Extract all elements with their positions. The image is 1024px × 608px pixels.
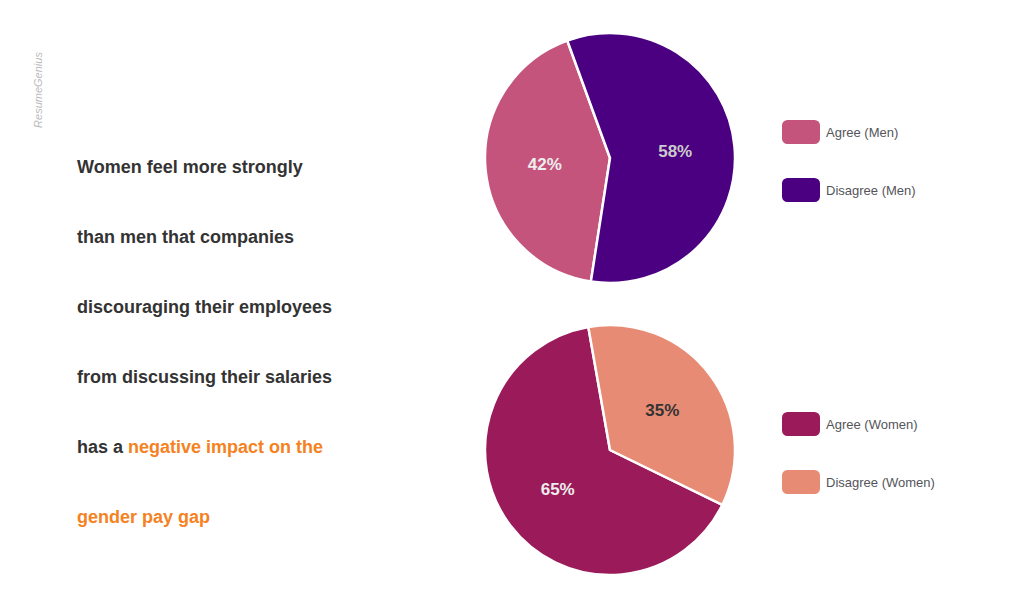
svg-text:has a: has a (77, 437, 128, 457)
svg-text:58%: 58% (658, 142, 692, 161)
svg-text:ResumeGenius: ResumeGenius (32, 52, 44, 128)
svg-text:Agree (Women): Agree (Women) (826, 417, 918, 432)
svg-text:35%: 35% (645, 401, 679, 420)
svg-text:Disagree (Women): Disagree (Women) (826, 475, 935, 490)
svg-text:Women feel more strongly: Women feel more strongly (77, 157, 303, 177)
svg-text:discouraging their employees: discouraging their employees (77, 297, 332, 317)
svg-text:than men that companies: than men that companies (77, 227, 294, 247)
svg-text:from discussing their salaries: from discussing their salaries (77, 367, 332, 387)
svg-text:65%: 65% (541, 480, 575, 499)
svg-text:Agree (Men): Agree (Men) (826, 125, 898, 140)
svg-text:Disagree (Men): Disagree (Men) (826, 183, 916, 198)
svg-text:gender pay gap: gender pay gap (77, 507, 210, 527)
svg-text:negative impact on the: negative impact on the (128, 437, 323, 457)
svg-text:42%: 42% (528, 155, 562, 174)
